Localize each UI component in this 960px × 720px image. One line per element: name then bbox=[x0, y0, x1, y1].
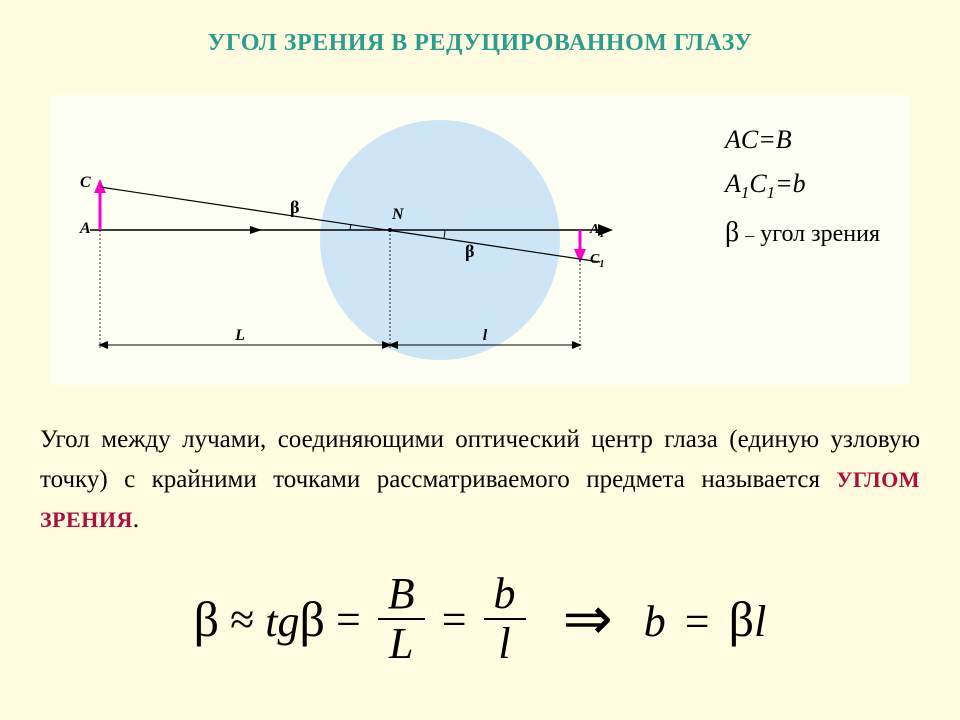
side-equations: AC=B A1C1=b β – угол зрения bbox=[725, 125, 880, 263]
eq-A1C1-b: A1C1=b bbox=[725, 169, 880, 203]
label-C: C bbox=[80, 174, 91, 191]
eq-AC-B: AC=B bbox=[725, 125, 880, 155]
optics-diagram: A C N A1 C1 β β L l bbox=[50, 95, 660, 385]
implies-arrow-icon: ⇒ bbox=[563, 586, 613, 652]
label-L: L bbox=[234, 327, 245, 344]
object-arrowhead-icon bbox=[94, 179, 106, 193]
eye-circle bbox=[320, 120, 560, 360]
label-l: l bbox=[483, 327, 488, 344]
axis-arrowhead-icon bbox=[250, 226, 262, 234]
beta-label-1: β bbox=[290, 197, 299, 217]
label-A1: A1 bbox=[589, 222, 604, 240]
beta-label-2: β bbox=[465, 241, 474, 261]
definition-text: Угол между лучами, соединяющими оптическ… bbox=[40, 420, 920, 540]
beta-description: β – угол зрения bbox=[725, 217, 880, 249]
label-C1: C1 bbox=[590, 252, 604, 270]
fraction-BL: B L bbox=[378, 570, 425, 669]
fraction-bl: b l bbox=[484, 570, 526, 669]
label-A: A bbox=[79, 220, 91, 237]
formula: β ≈ tgβ = B L = b l ⇒ b = βl bbox=[0, 570, 960, 669]
diagram-container: A C N A1 C1 β β L l AC=B A1C1=b β – угол… bbox=[50, 95, 910, 385]
label-N: N bbox=[391, 206, 405, 223]
page-title: УГОЛ ЗРЕНИЯ В РЕДУЦИРОВАННОМ ГЛАЗУ bbox=[0, 0, 960, 57]
